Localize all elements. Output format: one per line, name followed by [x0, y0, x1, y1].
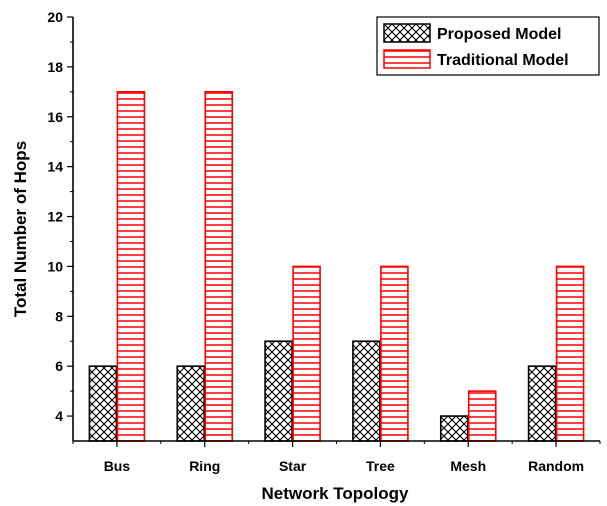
bar-proposed-model-mesh: [439, 415, 469, 442]
bar-proposed-model-bus: [88, 365, 118, 442]
bar-proposed-model-ring: [176, 365, 206, 442]
axes-group: Bus Ring Star Tree Mesh Random 4 6 8 10 12 14 16 18 20: [47, 9, 601, 474]
bar-traditional-model-ring: [204, 91, 234, 442]
bar-traditional-model-bus: [116, 91, 146, 442]
x-tick-label-mesh: Mesh: [450, 458, 486, 474]
legend-swatch-proposed-model: [383, 23, 431, 43]
y-tick-label-12: 12: [47, 209, 63, 225]
bar-proposed-model-random: [527, 365, 557, 442]
bar-traditional-model-mesh: [467, 390, 497, 442]
bar-traditional-model-star: [292, 265, 321, 442]
y-tick-label-8: 8: [55, 308, 63, 324]
y-tick-label-4: 4: [55, 408, 63, 424]
y-axis-title: Total Number of Hops: [11, 141, 30, 317]
y-tick-label-14: 14: [47, 159, 63, 175]
legend-label-traditional-model: Traditional Model: [437, 52, 569, 69]
legend: Proposed Model Traditional Model: [376, 16, 600, 76]
x-tick-label-ring: Ring: [189, 458, 220, 474]
x-tick-label-star: Star: [279, 458, 307, 474]
legend-label-proposed-model: Proposed Model: [437, 26, 561, 43]
bar-proposed-model-star: [264, 340, 293, 442]
x-tick-label-bus: Bus: [104, 458, 131, 474]
bars-group: [88, 91, 585, 442]
bar-proposed-model-tree: [352, 340, 381, 442]
y-tick-label-16: 16: [47, 109, 63, 125]
y-tick-label-6: 6: [55, 358, 63, 374]
y-tick-label-20: 20: [47, 9, 63, 25]
legend-swatch-traditional-model: [383, 49, 431, 69]
bar-traditional-model-random: [555, 265, 585, 442]
x-tick-label-random: Random: [528, 458, 584, 474]
y-tick-label-18: 18: [47, 59, 63, 75]
y-tick-label-10: 10: [47, 258, 63, 274]
x-tick-label-tree: Tree: [366, 458, 395, 474]
x-axis-title: Network Topology: [261, 484, 409, 503]
bar-traditional-model-tree: [380, 265, 409, 442]
